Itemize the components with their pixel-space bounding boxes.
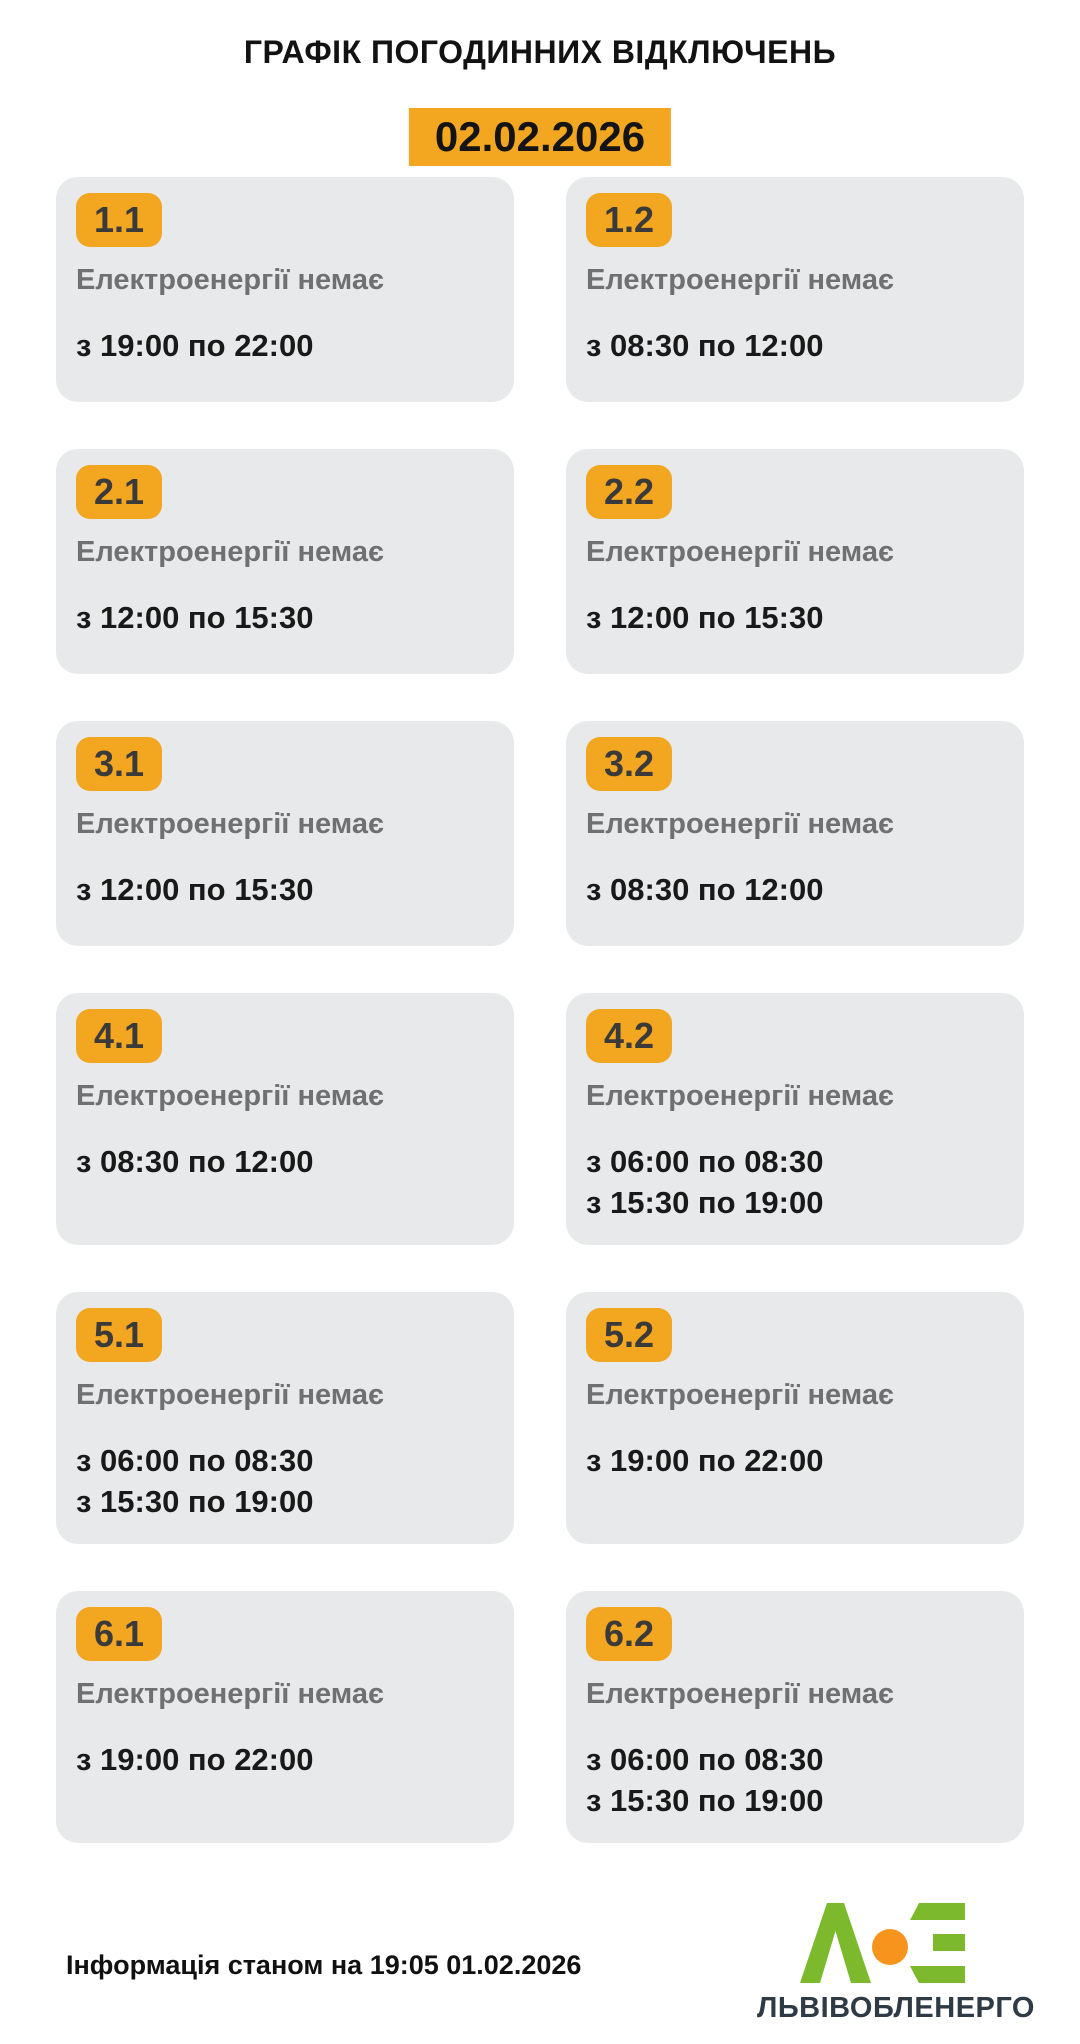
- time-ranges: з 08:30 по 12:00: [76, 1141, 494, 1182]
- time-range: з 12:00 по 15:30: [586, 600, 824, 635]
- logo-e-mid-bar: [933, 1934, 965, 1951]
- page-title: ГРАФІК ПОГОДИННИХ ВІДКЛЮЧЕНЬ: [243, 34, 837, 70]
- time-range: з 19:00 по 22:00: [76, 328, 314, 363]
- status-text: Електроенергії немає: [586, 1379, 894, 1411]
- outage-card: 1.2 Електроенергії немає з 08:30 по 12:0…: [566, 177, 1024, 402]
- status-text: Електроенергії немає: [586, 808, 894, 840]
- logo-e-top-bar: [910, 1903, 965, 1920]
- group-badge: 6.1: [76, 1607, 163, 1661]
- outage-card: 6.2 Електроенергії немає з 06:00 по 08:3…: [566, 1591, 1024, 1843]
- time-ranges: з 12:00 по 15:30: [76, 597, 494, 638]
- time-ranges: з 12:00 по 15:30: [586, 597, 1004, 638]
- outage-card: 4.1 Електроенергії немає з 08:30 по 12:0…: [56, 993, 514, 1245]
- status-text: Електроенергії немає: [586, 1080, 894, 1112]
- time-ranges: з 06:00 по 08:30 з 15:30 по 19:00: [586, 1739, 1004, 1821]
- logo-dot: [872, 1929, 908, 1965]
- status-text: Електроенергії немає: [76, 1678, 384, 1710]
- status-text: Електроенергії немає: [76, 1080, 384, 1112]
- time-ranges: з 19:00 по 22:00: [586, 1440, 1004, 1481]
- time-range: з 06:00 по 08:30: [76, 1443, 314, 1478]
- info-timestamp: Інформація станом на 19:05 01.02.2026: [66, 1950, 582, 1980]
- group-badge: 1.1: [76, 193, 163, 247]
- group-badge: 1.2: [586, 193, 673, 247]
- time-range: з 19:00 по 22:00: [76, 1742, 314, 1777]
- time-ranges: з 06:00 по 08:30 з 15:30 по 19:00: [76, 1440, 494, 1522]
- time-ranges: з 08:30 по 12:00: [586, 325, 1004, 366]
- time-range: з 06:00 по 08:30: [586, 1742, 824, 1777]
- status-text: Електроенергії немає: [586, 536, 894, 568]
- outage-card: 3.1 Електроенергії немає з 12:00 по 15:3…: [56, 721, 514, 946]
- lviv-oblenergo-logo-icon: [800, 1903, 965, 1983]
- group-badge: 4.1: [76, 1009, 163, 1063]
- group-badge: 3.1: [76, 737, 163, 791]
- outage-card: 4.2 Електроенергії немає з 06:00 по 08:3…: [566, 993, 1024, 1245]
- time-range: з 08:30 по 12:00: [76, 1144, 314, 1179]
- outage-card: 6.1 Електроенергії немає з 19:00 по 22:0…: [56, 1591, 514, 1843]
- status-text: Електроенергії немає: [586, 264, 894, 296]
- time-ranges: з 08:30 по 12:00: [586, 869, 1004, 910]
- time-range: з 08:30 по 12:00: [586, 872, 824, 907]
- status-text: Електроенергії немає: [76, 264, 384, 296]
- time-ranges: з 12:00 по 15:30: [76, 869, 494, 910]
- time-range: з 06:00 по 08:30: [586, 1144, 824, 1179]
- group-badge: 6.2: [586, 1607, 673, 1661]
- status-text: Електроенергії немає: [76, 1379, 384, 1411]
- outage-card: 1.1 Електроенергії немає з 19:00 по 22:0…: [56, 177, 514, 402]
- group-badge: 4.2: [586, 1009, 673, 1063]
- time-ranges: з 19:00 по 22:00: [76, 1739, 494, 1780]
- group-badge: 2.2: [586, 465, 673, 519]
- group-badge: 3.2: [586, 737, 673, 791]
- status-text: Електроенергії немає: [586, 1678, 894, 1710]
- group-badge: 2.1: [76, 465, 163, 519]
- time-range: з 12:00 по 15:30: [76, 872, 314, 907]
- status-text: Електроенергії немає: [76, 808, 384, 840]
- logo-e-bottom-bar: [910, 1966, 965, 1983]
- outage-card: 2.2 Електроенергії немає з 12:00 по 15:3…: [566, 449, 1024, 674]
- date-badge: 02.02.2026: [408, 108, 672, 166]
- time-range: з 12:00 по 15:30: [76, 600, 314, 635]
- outage-card: 5.1 Електроенергії немає з 06:00 по 08:3…: [56, 1292, 514, 1544]
- logo-lambda-shape: [800, 1903, 871, 1983]
- time-range: з 15:30 по 19:00: [76, 1484, 314, 1519]
- outage-card: 2.1 Електроенергії немає з 12:00 по 15:3…: [56, 449, 514, 674]
- time-ranges: з 19:00 по 22:00: [76, 325, 494, 366]
- time-range: з 08:30 по 12:00: [586, 328, 824, 363]
- time-range: з 19:00 по 22:00: [586, 1443, 824, 1478]
- brand-name: ЛЬВІВОБЛЕНЕРГО: [756, 1992, 1035, 2024]
- group-badge: 5.1: [76, 1308, 163, 1362]
- status-text: Електроенергії немає: [76, 536, 384, 568]
- group-badge: 5.2: [586, 1308, 673, 1362]
- time-range: з 15:30 по 19:00: [586, 1783, 824, 1818]
- outage-card: 3.2 Електроенергії немає з 08:30 по 12:0…: [566, 721, 1024, 946]
- time-ranges: з 06:00 по 08:30 з 15:30 по 19:00: [586, 1141, 1004, 1223]
- time-range: з 15:30 по 19:00: [586, 1185, 824, 1220]
- outage-card: 5.2 Електроенергії немає з 19:00 по 22:0…: [566, 1292, 1024, 1544]
- cards-grid: 1.1 Електроенергії немає з 19:00 по 22:0…: [56, 177, 1024, 1843]
